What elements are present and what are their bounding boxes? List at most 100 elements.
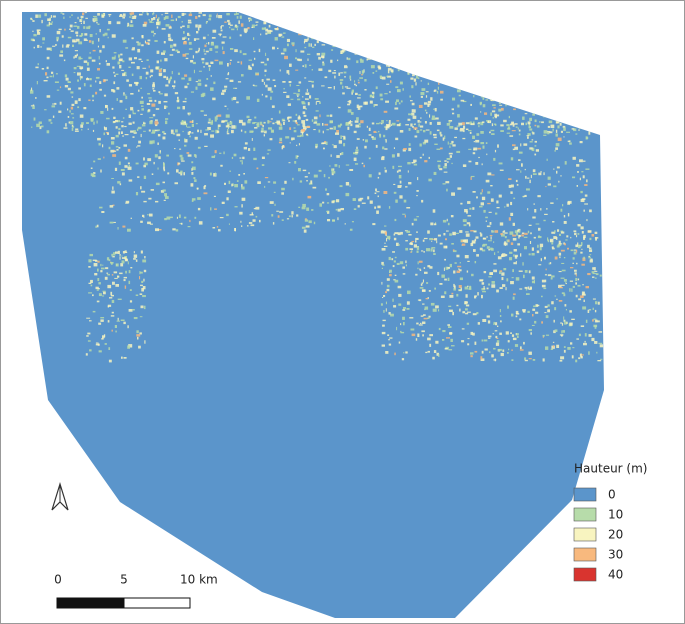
raster-cell <box>167 217 171 220</box>
raster-cell <box>460 128 464 130</box>
raster-cell <box>412 109 414 112</box>
raster-cell <box>540 208 541 210</box>
raster-cell <box>418 124 419 127</box>
raster-cell <box>569 142 572 144</box>
raster-cell <box>501 272 504 275</box>
raster-cell <box>528 121 531 124</box>
raster-cell <box>250 67 251 68</box>
raster-cell <box>326 129 329 130</box>
raster-cell <box>517 243 520 245</box>
raster-cell <box>195 24 198 27</box>
raster-cell <box>160 60 161 62</box>
raster-cell <box>219 61 223 64</box>
raster-cell <box>559 256 560 258</box>
raster-cell <box>122 260 125 263</box>
raster-cell <box>394 108 398 110</box>
raster-cell <box>57 31 61 34</box>
raster-cell <box>375 189 377 192</box>
raster-cell <box>448 278 450 281</box>
raster-cell <box>415 238 418 240</box>
raster-cell <box>481 288 485 290</box>
raster-cell <box>42 68 44 70</box>
raster-cell <box>282 36 285 37</box>
raster-cell <box>467 222 471 224</box>
raster-cell <box>598 343 602 344</box>
raster-cell <box>367 126 368 128</box>
raster-cell <box>179 215 181 218</box>
raster-cell <box>156 183 160 185</box>
raster-cell <box>124 357 127 359</box>
raster-cell <box>458 123 462 126</box>
raster-cell <box>433 253 436 255</box>
raster-cell <box>226 78 229 79</box>
raster-cell <box>77 54 78 57</box>
raster-cell <box>358 82 360 84</box>
raster-cell <box>136 295 139 297</box>
raster-cell <box>576 338 579 339</box>
raster-cell <box>72 104 75 106</box>
raster-cell <box>155 228 159 231</box>
raster-cell <box>500 320 502 322</box>
raster-cell <box>500 315 501 317</box>
raster-cell <box>254 122 257 123</box>
raster-cell <box>395 138 398 140</box>
raster-cell <box>80 124 83 127</box>
raster-cell <box>459 309 460 312</box>
raster-cell <box>206 22 207 24</box>
raster-cell <box>167 172 169 174</box>
raster-cell <box>452 108 454 110</box>
raster-cell <box>552 246 554 248</box>
raster-cell <box>491 198 494 201</box>
raster-cell <box>241 74 244 76</box>
raster-cell <box>37 45 39 48</box>
raster-cell <box>237 28 238 30</box>
raster-cell <box>50 76 53 78</box>
raster-cell <box>510 231 514 234</box>
raster-cell <box>438 165 441 168</box>
raster-cell <box>164 58 167 61</box>
raster-cell <box>260 34 261 36</box>
raster-cell <box>394 353 396 356</box>
raster-cell <box>204 53 206 54</box>
raster-cell <box>198 15 200 17</box>
raster-cell <box>483 210 485 213</box>
raster-cell <box>123 92 125 94</box>
raster-cell <box>57 90 59 91</box>
raster-cell <box>98 24 100 26</box>
raster-cell <box>282 219 284 221</box>
raster-cell <box>221 121 224 123</box>
raster-cell <box>256 216 258 218</box>
raster-cell <box>561 278 565 279</box>
raster-cell <box>575 278 577 281</box>
raster-cell <box>528 231 529 234</box>
raster-cell <box>275 204 276 206</box>
raster-cell <box>415 82 416 85</box>
raster-cell <box>446 189 448 192</box>
raster-cell <box>245 142 248 144</box>
raster-cell <box>170 54 174 55</box>
raster-cell <box>556 122 559 124</box>
raster-cell <box>419 324 423 325</box>
raster-cell <box>302 102 306 104</box>
raster-cell <box>524 357 526 360</box>
raster-cell <box>492 123 493 126</box>
raster-cell <box>204 133 208 135</box>
raster-cell <box>129 165 130 167</box>
raster-cell <box>143 201 146 202</box>
raster-cell <box>141 108 144 110</box>
raster-cell <box>446 231 449 232</box>
raster-cell <box>182 123 185 125</box>
raster-cell <box>454 285 456 288</box>
raster-cell <box>478 122 480 123</box>
raster-cell <box>123 117 125 118</box>
raster-cell <box>549 263 550 265</box>
raster-cell <box>496 290 499 293</box>
raster-cell <box>441 275 445 278</box>
raster-cell <box>172 228 175 230</box>
raster-cell <box>98 38 99 42</box>
raster-cell <box>211 131 214 132</box>
raster-cell <box>581 264 585 266</box>
raster-cell <box>155 67 158 70</box>
raster-cell <box>560 334 564 335</box>
raster-cell <box>186 58 189 59</box>
